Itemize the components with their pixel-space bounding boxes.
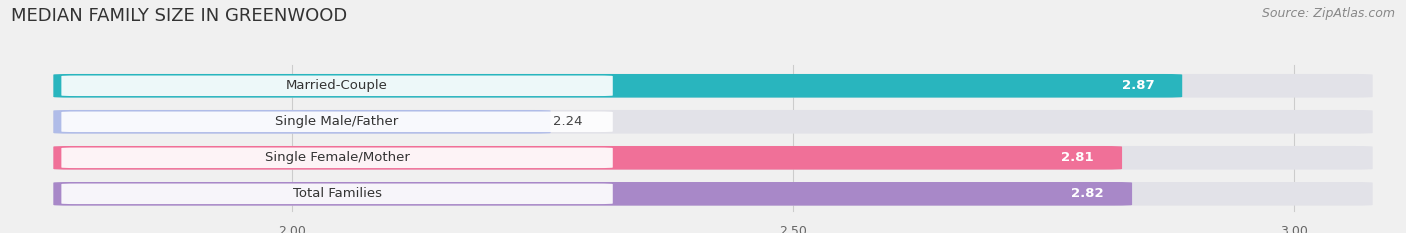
FancyBboxPatch shape bbox=[53, 110, 551, 134]
Text: 2.24: 2.24 bbox=[553, 115, 582, 128]
Text: Single Male/Father: Single Male/Father bbox=[276, 115, 399, 128]
Text: 2.87: 2.87 bbox=[1122, 79, 1154, 92]
FancyBboxPatch shape bbox=[53, 182, 1372, 206]
FancyBboxPatch shape bbox=[53, 182, 1132, 206]
FancyBboxPatch shape bbox=[62, 75, 613, 96]
Text: Married-Couple: Married-Couple bbox=[287, 79, 388, 92]
FancyBboxPatch shape bbox=[53, 146, 1372, 170]
FancyBboxPatch shape bbox=[53, 74, 1372, 98]
FancyBboxPatch shape bbox=[53, 74, 1182, 98]
Text: 2.81: 2.81 bbox=[1062, 151, 1094, 164]
Text: 2.82: 2.82 bbox=[1071, 187, 1104, 200]
FancyBboxPatch shape bbox=[62, 147, 613, 168]
Text: Single Female/Mother: Single Female/Mother bbox=[264, 151, 409, 164]
Text: Source: ZipAtlas.com: Source: ZipAtlas.com bbox=[1261, 7, 1395, 20]
Text: Total Families: Total Families bbox=[292, 187, 381, 200]
FancyBboxPatch shape bbox=[62, 184, 613, 204]
Text: MEDIAN FAMILY SIZE IN GREENWOOD: MEDIAN FAMILY SIZE IN GREENWOOD bbox=[11, 7, 347, 25]
FancyBboxPatch shape bbox=[53, 146, 1122, 170]
FancyBboxPatch shape bbox=[62, 112, 613, 132]
FancyBboxPatch shape bbox=[53, 110, 1372, 134]
